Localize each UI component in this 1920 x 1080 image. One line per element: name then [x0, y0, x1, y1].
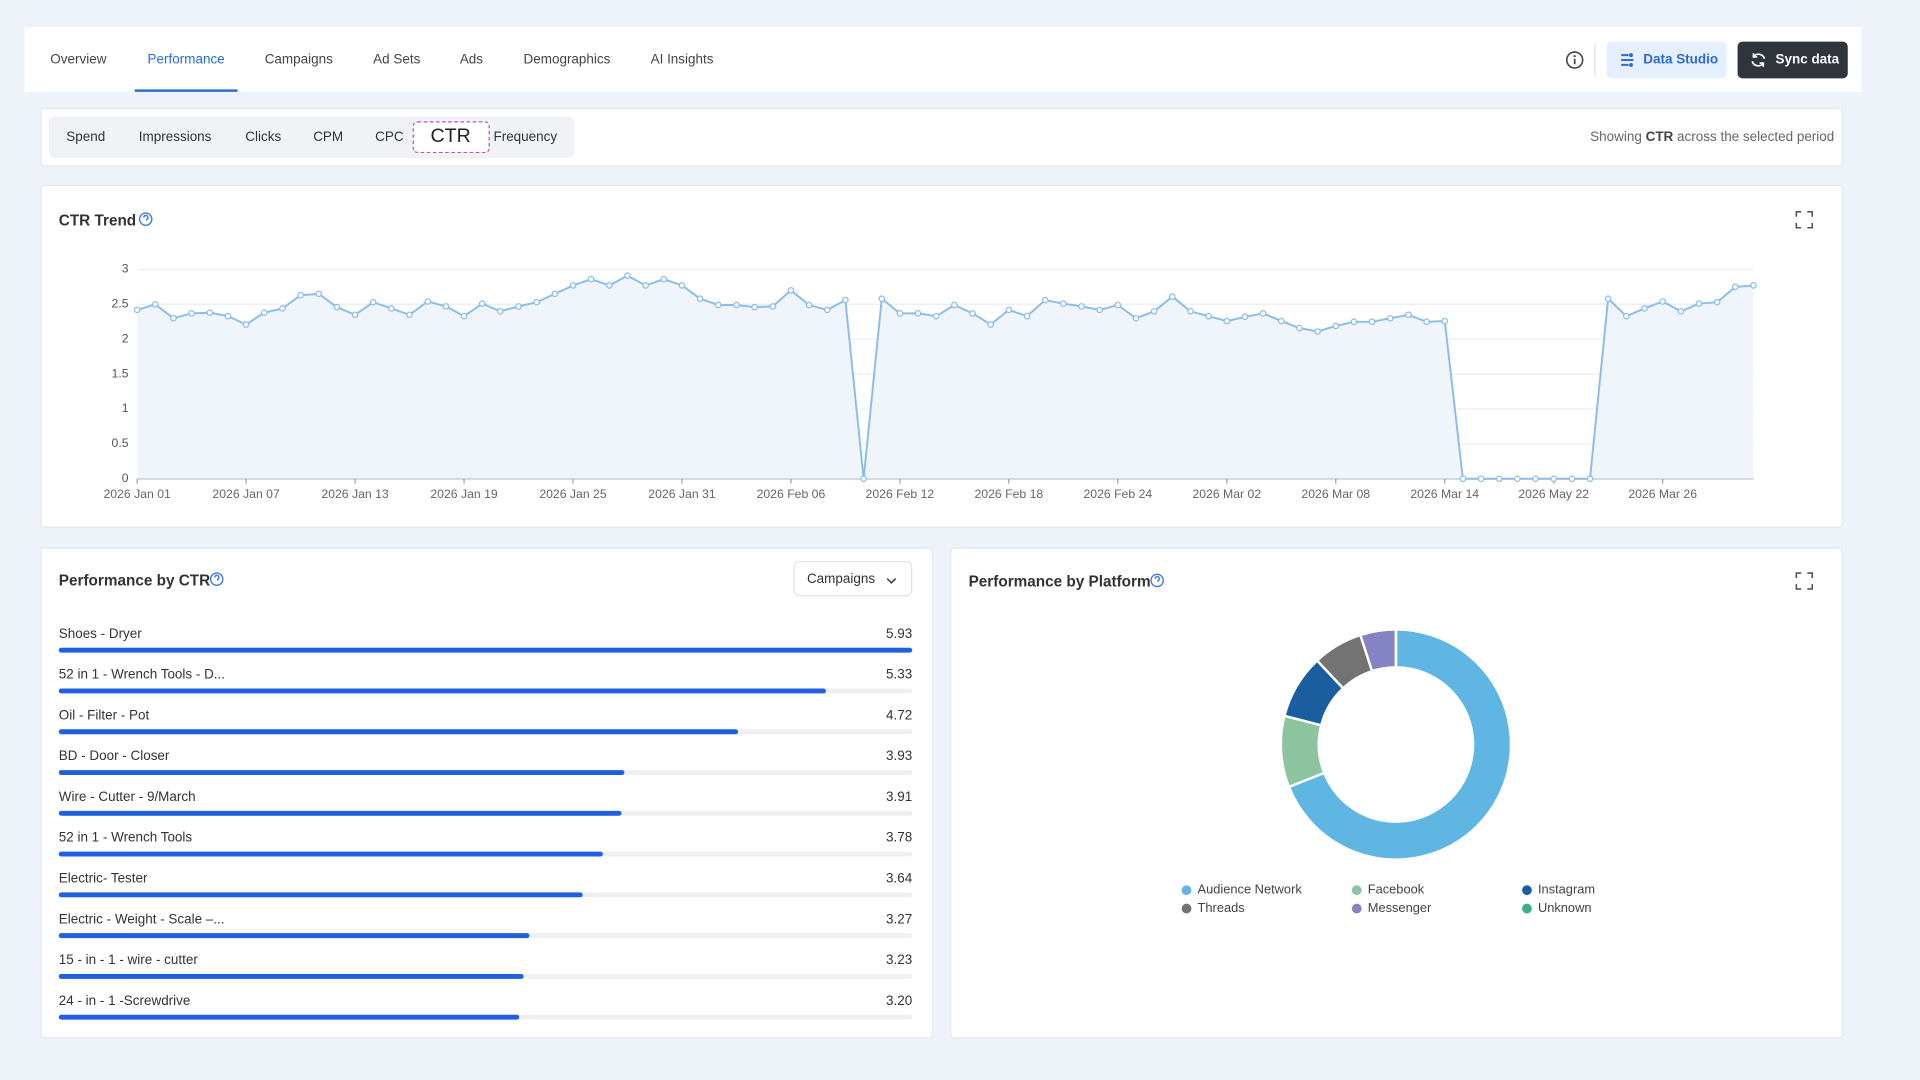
note-text: Showing: [1590, 129, 1642, 145]
note-metric: CTR: [1645, 129, 1674, 145]
nav-tab[interactable]: Performance: [147, 52, 225, 68]
metric-tab[interactable]: CPC: [375, 129, 404, 145]
button-label: Sync data: [1775, 52, 1840, 68]
metric-tab[interactable]: CTR: [430, 126, 471, 147]
divider: [1594, 44, 1596, 76]
nav-tab[interactable]: Ads: [459, 52, 484, 68]
card-title: CTR Trend: [58, 211, 137, 229]
metric-tab[interactable]: CPM: [313, 129, 344, 145]
metric-tab[interactable]: Spend: [66, 129, 106, 145]
platform-card: [950, 547, 1843, 1039]
sync-icon: [1751, 53, 1766, 67]
dropdown-label: Campaigns: [806, 571, 876, 587]
data-studio-icon: [1621, 53, 1634, 67]
ctr-card: [40, 547, 934, 1039]
nav-tab[interactable]: Ad Sets: [373, 52, 421, 68]
metric-tab[interactable]: Frequency: [493, 129, 558, 145]
note-text: across the selected period: [1677, 129, 1835, 145]
card-title: Performance by CTR: [58, 571, 211, 589]
trend-card: [40, 184, 1843, 528]
info-icon[interactable]: [1565, 50, 1585, 70]
nav-tab[interactable]: Demographics: [523, 52, 611, 68]
data-studio-button[interactable]: Data Studio: [1606, 41, 1727, 79]
nav-tab[interactable]: AI Insights: [650, 52, 714, 68]
top-nav: [24, 26, 1862, 92]
selection-note: Showing CTR across the selected period: [1590, 130, 1834, 145]
nav-tab[interactable]: Campaigns: [264, 52, 333, 68]
metric-tab[interactable]: Clicks: [245, 129, 282, 145]
active-underline: [134, 89, 238, 92]
chevron: [886, 578, 897, 584]
sync-button[interactable]: Sync data: [1737, 41, 1848, 79]
metric-tab[interactable]: Impressions: [138, 129, 212, 145]
active-metric: [412, 121, 490, 154]
button-label: Data Studio: [1643, 52, 1719, 68]
nav-tab[interactable]: Overview: [50, 52, 107, 68]
dropdown[interactable]: Campaigns: [793, 560, 913, 597]
card-title: Performance by Platform: [968, 573, 1151, 591]
